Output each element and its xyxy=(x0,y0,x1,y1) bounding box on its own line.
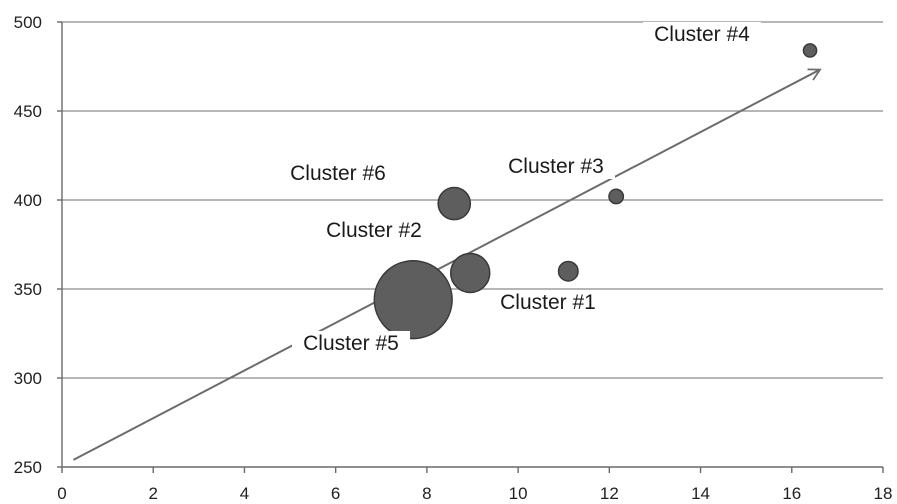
cluster-label-backdrop xyxy=(279,161,397,186)
y-tick-label: 450 xyxy=(14,102,42,121)
x-tick-label: 12 xyxy=(600,484,619,503)
trend-arrow-layer xyxy=(72,68,822,461)
x-tick-label: 16 xyxy=(782,484,801,503)
bubbles xyxy=(373,43,818,340)
cluster-labels: Cluster #1 Cluster #2 Cluster #3 Cluster #4… xyxy=(279,22,761,356)
bubble-cluster-3 xyxy=(608,188,625,205)
cluster-label: Cluster #1 xyxy=(500,291,596,314)
cluster-label-backdrop xyxy=(292,331,410,356)
bubble-cluster-2 xyxy=(449,252,491,294)
gridlines xyxy=(62,21,883,379)
bubble-cluster-1 xyxy=(557,260,579,282)
y-tick-label: 300 xyxy=(14,369,42,388)
cluster-label-backdrop xyxy=(489,290,607,315)
trend-arrow xyxy=(72,68,822,461)
y-tick-label: 500 xyxy=(14,13,42,32)
x-tick-label: 0 xyxy=(57,484,66,503)
cluster-label: Cluster #2 xyxy=(326,219,422,242)
bubble-cluster-4 xyxy=(802,43,818,58)
x-tick-label: 14 xyxy=(691,484,710,503)
axes xyxy=(57,21,884,473)
y-tick-label: 350 xyxy=(14,280,42,299)
cluster-label: Cluster #6 xyxy=(290,162,386,185)
cluster-label-backdrop xyxy=(315,218,433,243)
x-tick-label: 8 xyxy=(422,484,431,503)
x-tick-labels: 0 2 4 6 8 10 12 14 16 18 xyxy=(57,484,892,503)
y-tick-label: 400 xyxy=(14,191,42,210)
cluster-label: Cluster #5 xyxy=(303,332,399,355)
bubble-cluster-6 xyxy=(437,186,472,221)
cluster-label-backdrop xyxy=(643,22,761,47)
x-tick-label: 4 xyxy=(240,484,249,503)
x-tick-label: 10 xyxy=(509,484,528,503)
x-tick-label: 6 xyxy=(331,484,340,503)
cluster-label: Cluster #4 xyxy=(654,23,750,46)
cluster-label-backdrop xyxy=(497,154,615,179)
bubble-cluster-5 xyxy=(373,260,453,340)
x-tick-label: 2 xyxy=(148,484,157,503)
x-tick-label: 18 xyxy=(874,484,893,503)
y-tick-labels: 250 300 350 400 450 500 xyxy=(14,13,42,477)
y-tick-label: 250 xyxy=(14,458,42,477)
cluster-label: Cluster #3 xyxy=(508,155,604,178)
